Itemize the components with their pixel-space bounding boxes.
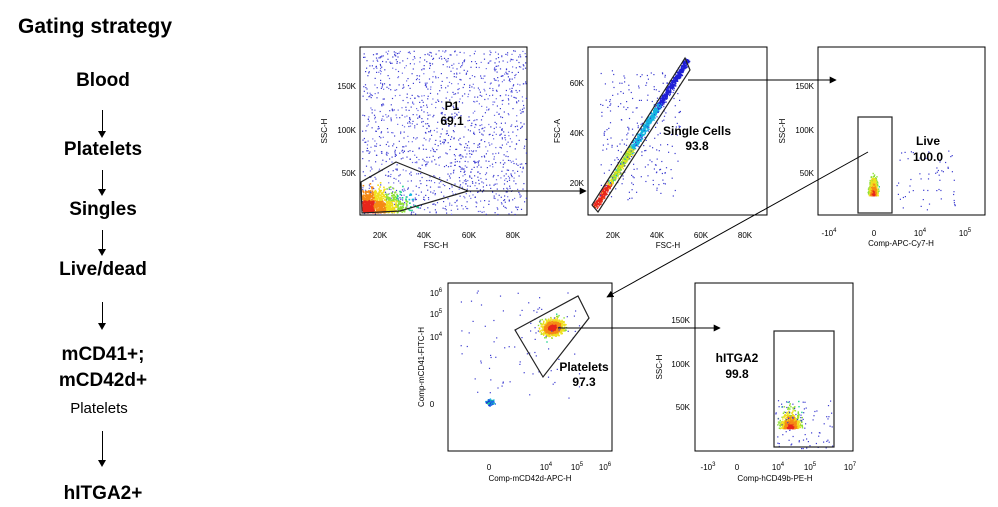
y-tick: 100K bbox=[671, 360, 690, 369]
y-tick: 0 bbox=[430, 400, 435, 409]
x-tick: 20K bbox=[373, 231, 388, 240]
gate-name: Live bbox=[916, 134, 940, 148]
x-tick: 60K bbox=[694, 231, 709, 240]
step-mcd42d: mCD42d+ bbox=[58, 370, 148, 391]
plot-frame bbox=[359, 46, 528, 216]
y-axis-label: FSC-A bbox=[553, 118, 562, 143]
y-tick: 50K bbox=[800, 169, 815, 178]
gate-polygon bbox=[360, 161, 470, 214]
arrowhead-icon bbox=[98, 323, 106, 330]
gate-value: 100.0 bbox=[913, 150, 943, 164]
plot-p5: hITGA2 99.8 150K 100K 50K -103 0 104 105… bbox=[655, 282, 857, 483]
step-mcd41: mCD41+; bbox=[61, 344, 145, 365]
y-tick: 104 bbox=[430, 332, 443, 342]
y-tick: 150K bbox=[795, 82, 814, 91]
page-title: Gating strategy bbox=[18, 15, 173, 38]
x-tick: 105 bbox=[571, 462, 584, 472]
gate-rect bbox=[857, 116, 893, 214]
x-tick: 106 bbox=[599, 462, 612, 472]
gate-value: 93.8 bbox=[685, 139, 709, 153]
arrowhead-icon bbox=[98, 249, 106, 256]
step-platelets-sublabel: Platelets bbox=[70, 400, 128, 417]
arrowhead-icon bbox=[98, 460, 106, 467]
gate-polygon bbox=[591, 56, 691, 214]
gate-value: 99.8 bbox=[725, 367, 749, 381]
step-hitga2: hITGA2+ bbox=[63, 483, 143, 504]
down-arrow-icon bbox=[102, 431, 103, 461]
event-dots bbox=[460, 290, 581, 407]
gate-rect bbox=[773, 330, 835, 448]
y-tick: 100K bbox=[337, 126, 356, 135]
gate-name: Single Cells bbox=[663, 124, 731, 138]
down-arrow-icon bbox=[102, 170, 103, 190]
event-dots bbox=[775, 400, 834, 450]
y-axis-label: Comp-mCD41-FITC-H bbox=[417, 327, 426, 407]
y-tick: 50K bbox=[676, 403, 691, 412]
x-tick: 105 bbox=[804, 462, 817, 472]
x-tick: -104 bbox=[822, 228, 838, 238]
y-axis-label: SSC-H bbox=[320, 118, 329, 143]
gate-name: hITGA2 bbox=[716, 351, 759, 365]
plot-frame bbox=[447, 282, 613, 452]
x-tick: 104 bbox=[914, 228, 927, 238]
x-tick: 107 bbox=[844, 462, 857, 472]
plot-p2: Single Cells 93.8 60K 40K 20K 20K 40K 60… bbox=[553, 46, 768, 250]
y-axis-label: SSC-H bbox=[655, 354, 664, 379]
x-tick: 0 bbox=[735, 463, 740, 472]
y-tick: 100K bbox=[795, 126, 814, 135]
arrowhead-icon bbox=[98, 189, 106, 196]
gate-value: 69.1 bbox=[440, 114, 464, 128]
gate-name: P1 bbox=[445, 99, 460, 113]
down-arrow-icon bbox=[102, 230, 103, 250]
x-tick: 80K bbox=[506, 231, 521, 240]
x-tick: 104 bbox=[772, 462, 785, 472]
gate-value: 97.3 bbox=[572, 375, 596, 389]
gate-arrow bbox=[606, 151, 869, 298]
y-tick: 40K bbox=[570, 129, 585, 138]
x-tick: 40K bbox=[650, 231, 665, 240]
y-tick: 106 bbox=[430, 288, 443, 298]
x-tick: 80K bbox=[738, 231, 753, 240]
y-tick: 150K bbox=[671, 316, 690, 325]
x-tick: 20K bbox=[606, 231, 621, 240]
x-tick: 40K bbox=[417, 231, 432, 240]
step-live-dead: Live/dead bbox=[59, 259, 147, 280]
x-axis-label: FSC-H bbox=[424, 241, 449, 250]
x-axis-label: Comp-hCD49b-PE-H bbox=[737, 474, 812, 483]
y-tick: 20K bbox=[570, 179, 585, 188]
y-tick: 150K bbox=[337, 82, 356, 91]
x-tick: 60K bbox=[462, 231, 477, 240]
plot-p1: P1 69.1 150K 100K 50K 20K 40K 60K 80K FS… bbox=[320, 46, 528, 250]
y-tick: 105 bbox=[430, 309, 443, 319]
x-axis-label: FSC-H bbox=[656, 241, 681, 250]
arrowhead-icon bbox=[98, 131, 106, 138]
y-tick: 60K bbox=[570, 79, 585, 88]
gate-name: Platelets bbox=[559, 360, 609, 374]
x-tick: 0 bbox=[872, 229, 877, 238]
plot-p4: Platelets 97.3 106 105 104 0 0 104 105 1… bbox=[417, 282, 613, 483]
step-singles: Singles bbox=[69, 199, 137, 220]
step-platelets: Platelets bbox=[63, 139, 143, 160]
down-arrow-icon bbox=[102, 302, 103, 324]
plot-frame bbox=[817, 46, 986, 216]
step-blood: Blood bbox=[76, 70, 130, 91]
y-tick: 50K bbox=[342, 169, 357, 178]
x-tick: 0 bbox=[487, 463, 492, 472]
x-axis-label: Comp-APC-Cy7-H bbox=[868, 239, 934, 248]
x-axis-label: Comp-mCD42d-APC-H bbox=[488, 474, 571, 483]
gate-polygon bbox=[514, 295, 590, 379]
x-tick: 104 bbox=[540, 462, 553, 472]
x-tick: -103 bbox=[701, 462, 717, 472]
plot-p3: Live 100.0 150K 100K 50K -104 0 104 105 … bbox=[778, 46, 986, 248]
event-dots bbox=[867, 150, 956, 211]
x-tick: 105 bbox=[959, 228, 972, 238]
y-axis-label: SSC-H bbox=[778, 118, 787, 143]
down-arrow-icon bbox=[102, 110, 103, 132]
